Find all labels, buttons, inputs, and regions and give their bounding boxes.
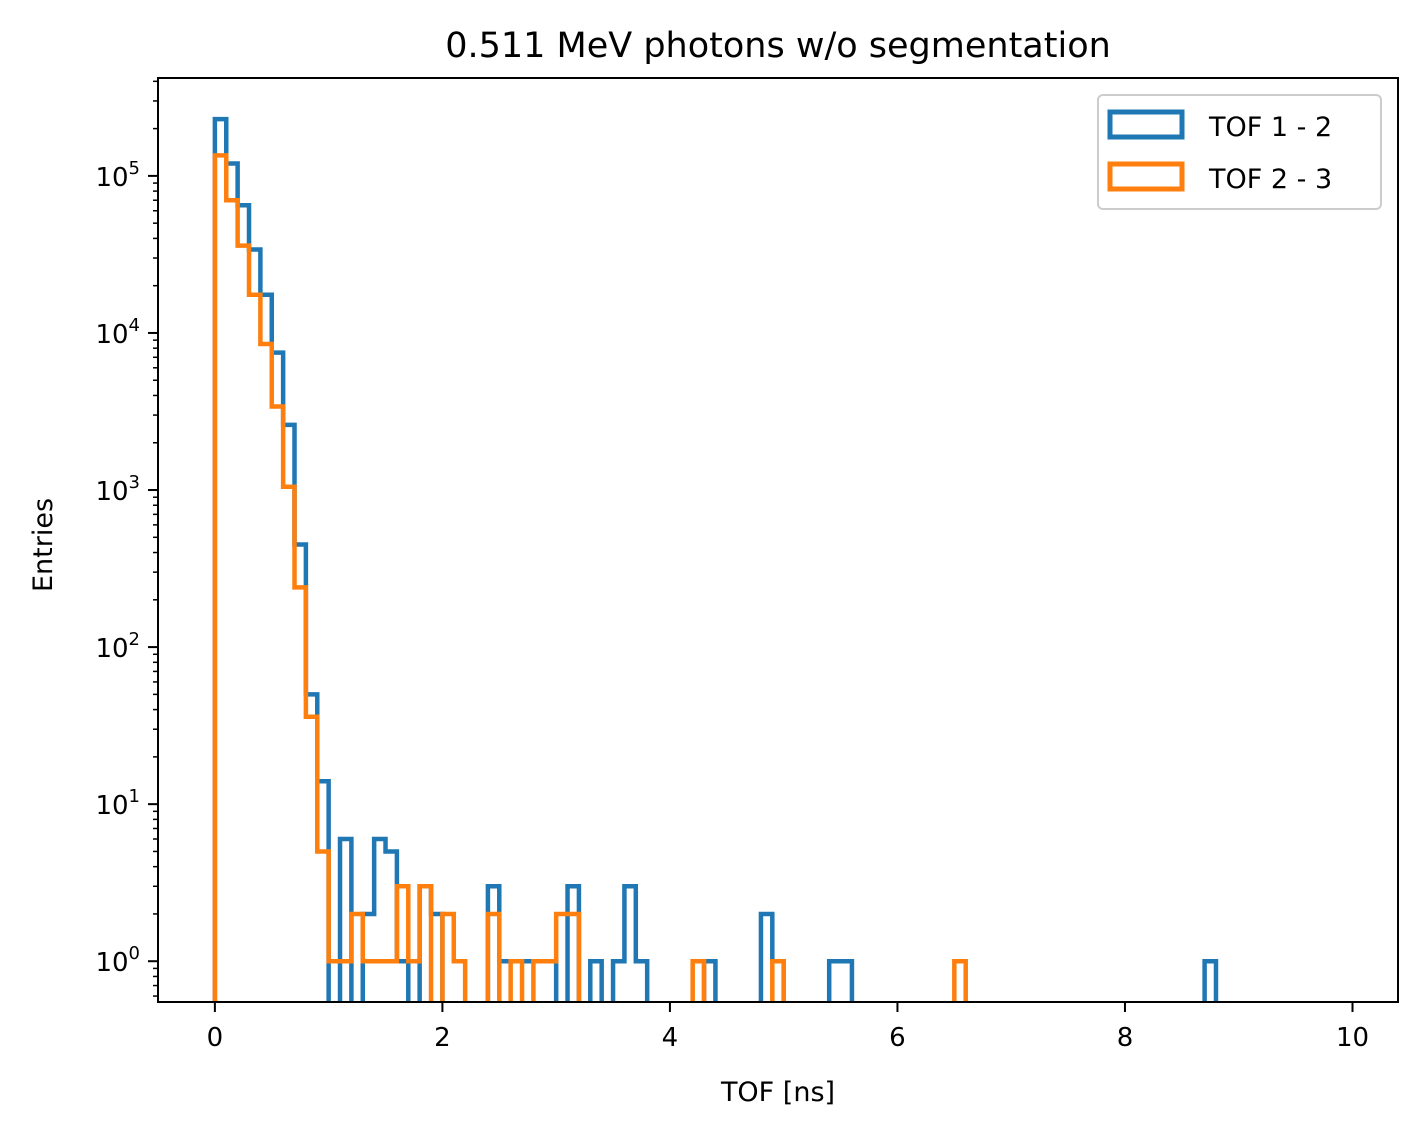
y-tick-label: 102	[95, 629, 140, 664]
x-tick-label: 8	[1117, 1023, 1134, 1053]
y-tick-label: 100	[95, 943, 140, 978]
legend-frame	[1097, 94, 1382, 210]
x-tick-label: 2	[434, 1023, 451, 1053]
y-tick-label: 105	[95, 158, 140, 193]
histogram-series	[212, 116, 1219, 1002]
plot-frame	[157, 77, 1399, 1003]
legend-label-tof-2-3: TOF 2 - 3	[1208, 164, 1332, 195]
legend-swatch-tof-1-2	[1107, 109, 1185, 140]
y-tick-label: 104	[95, 315, 140, 350]
y-tick-label: 103	[95, 472, 140, 507]
x-tick-label: 0	[207, 1023, 224, 1053]
y-axis: 100 101 102 103 104 105	[95, 80, 158, 997]
x-axis-label: TOF [ns]	[720, 1077, 835, 1108]
legend: TOF 1 - 2 TOF 2 - 3	[1097, 94, 1382, 210]
legend-swatch-tof-2-3	[1107, 161, 1185, 192]
x-tick-label: 6	[889, 1023, 906, 1053]
series-2-steps	[212, 153, 968, 1002]
x-axis: 0 2 4 6 8 10	[207, 1002, 1369, 1053]
series-1-steps	[212, 116, 1219, 1002]
legend-label-tof-1-2: TOF 1 - 2	[1208, 112, 1332, 143]
y-axis-label: Entries	[28, 498, 59, 592]
y-tick-label: 101	[95, 786, 140, 821]
x-tick-label: 10	[1336, 1023, 1369, 1053]
chart-title: 0.511 MeV photons w/o segmentation	[445, 26, 1111, 66]
x-tick-label: 4	[662, 1023, 679, 1053]
